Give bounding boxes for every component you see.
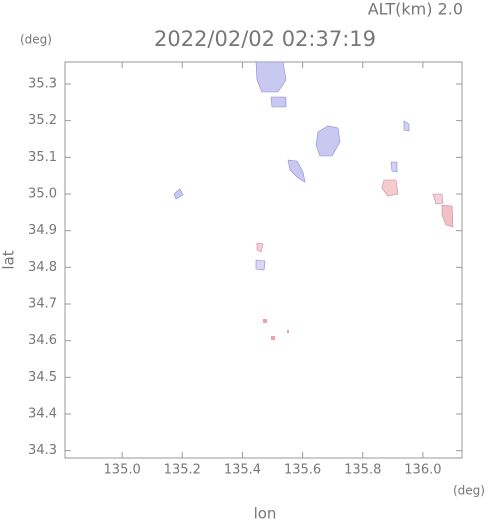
x-tick-label: 135.6 xyxy=(284,463,321,478)
y-unit: (deg) xyxy=(20,33,52,47)
y-axis-label: lat xyxy=(0,250,18,269)
annotation: ALT(km) 2.0 xyxy=(368,0,463,19)
y-tick-label: 34.8 xyxy=(28,260,57,275)
y-tick-label: 35.1 xyxy=(28,150,57,165)
y-tick-label: 34.6 xyxy=(28,333,57,348)
x-unit: (deg) xyxy=(453,484,485,498)
y-tick-label: 34.5 xyxy=(28,370,57,385)
plot-frame xyxy=(64,61,463,459)
y-tick-label: 34.4 xyxy=(28,407,57,422)
y-tick-label: 34.9 xyxy=(28,223,57,238)
y-tick-label: 34.3 xyxy=(28,443,57,458)
y-tick-label: 35.0 xyxy=(28,187,57,202)
y-tick-label: 35.2 xyxy=(28,113,57,128)
chart-title: 2022/02/02 02:37:19 xyxy=(154,27,376,51)
y-tick-label: 34.7 xyxy=(28,297,57,312)
x-tick-label: 135.2 xyxy=(164,463,201,478)
x-tick-label: 135.4 xyxy=(224,463,261,478)
x-axis-label: lon xyxy=(254,505,277,521)
echoes xyxy=(173,61,454,340)
y-tick-label: 35.3 xyxy=(28,77,57,92)
x-tick-label: 135.0 xyxy=(104,463,141,478)
x-tick-label: 136.0 xyxy=(404,463,441,478)
x-tick-label: 135.8 xyxy=(344,463,381,478)
